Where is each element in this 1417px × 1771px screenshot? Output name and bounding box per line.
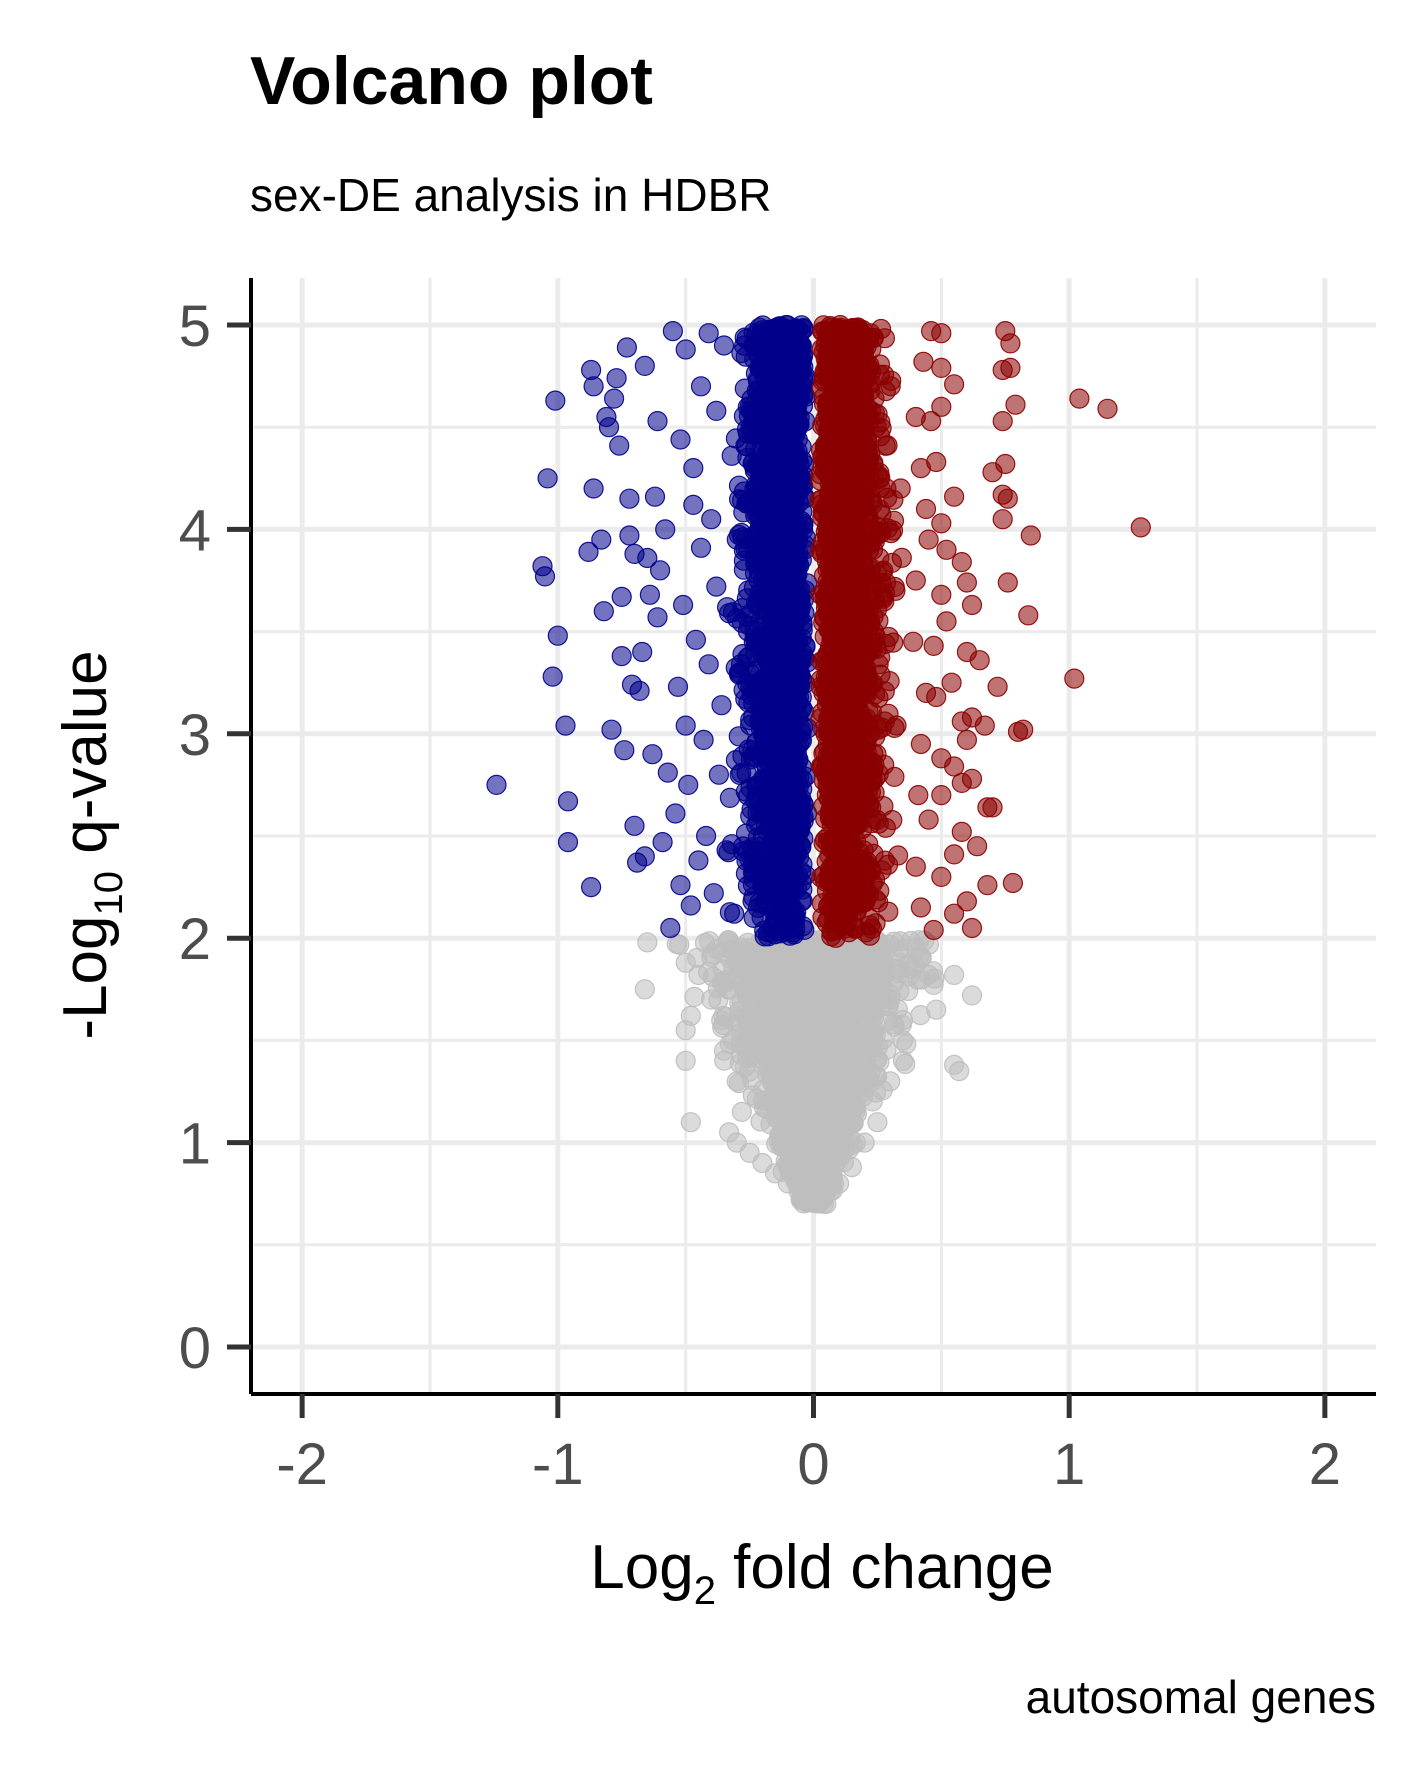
data-point-down (759, 378, 781, 399)
data-point-down (779, 426, 800, 447)
data-point-down (780, 699, 802, 721)
data-point-down (742, 891, 763, 912)
data-point-nonsig (746, 1088, 768, 1109)
data-point-down (750, 746, 771, 767)
data-point-down (773, 742, 795, 763)
data-point-down (779, 863, 800, 885)
data-point-nonsig (761, 1001, 782, 1022)
data-point-nonsig (766, 1133, 787, 1155)
data-point-nonsig (838, 1006, 859, 1027)
data-point-nonsig (684, 986, 705, 1008)
data-point-nonsig (788, 1145, 809, 1166)
data-point-down (771, 827, 792, 848)
data-point-down (762, 608, 783, 630)
data-point-nonsig (747, 1032, 769, 1053)
data-point-down (745, 502, 766, 523)
data-point-nonsig (883, 972, 905, 993)
data-point-nonsig (798, 1024, 820, 1045)
data-point-nonsig (745, 944, 767, 965)
data-point-nonsig (783, 981, 805, 1002)
data-point-down (728, 726, 749, 747)
data-point-down (746, 341, 768, 362)
data-point-down (774, 446, 795, 467)
data-point-down (789, 646, 810, 668)
data-point-down (769, 582, 790, 603)
data-point-nonsig (783, 1045, 804, 1066)
data-point-nonsig (778, 1104, 800, 1125)
data-point-nonsig (779, 1012, 800, 1033)
data-point-nonsig (829, 964, 850, 985)
data-point-up (877, 435, 898, 456)
data-point-down (761, 397, 782, 418)
data-point-down (770, 900, 791, 921)
data-point-down (790, 793, 811, 815)
data-point-down (749, 629, 770, 650)
data-point-down (735, 781, 757, 802)
data-point-nonsig (694, 932, 716, 954)
data-point-down (771, 653, 792, 674)
chart-title: Volcano plot (250, 43, 653, 119)
data-point-nonsig (812, 1044, 833, 1065)
data-point-nonsig (862, 1091, 883, 1112)
data-point-down (762, 553, 783, 575)
chart-subtitle: sex-DE analysis in HDBR (250, 169, 771, 221)
data-point-down (733, 406, 755, 427)
data-points (486, 315, 1151, 1215)
data-point-down (766, 800, 787, 822)
data-point-nonsig (766, 1071, 787, 1093)
data-point-down (788, 664, 809, 685)
data-point-down (757, 766, 778, 788)
data-point-down (785, 391, 807, 412)
data-point-nonsig (866, 1049, 887, 1070)
data-point-nonsig (740, 977, 761, 998)
data-point-down (776, 344, 797, 365)
data-point-nonsig (804, 1088, 825, 1110)
data-point-down (733, 550, 755, 571)
data-point-down (792, 769, 813, 790)
data-point-down (774, 530, 796, 552)
data-point-nonsig (799, 951, 820, 973)
data-point-nonsig (846, 973, 867, 994)
data-point-down (786, 626, 807, 647)
data-point-nonsig (822, 1101, 843, 1122)
data-point-down (731, 762, 752, 784)
data-point-down (753, 689, 774, 710)
data-point-down (785, 918, 806, 939)
data-point-down (742, 854, 763, 876)
data-point-down (749, 588, 770, 610)
data-point-down (776, 476, 797, 497)
data-point-down (730, 653, 752, 675)
data-point-down (758, 320, 779, 341)
data-point-down (732, 836, 754, 857)
data-point-nonsig (843, 1023, 865, 1044)
data-point-nonsig (793, 1119, 815, 1141)
data-point-nonsig (772, 957, 794, 978)
